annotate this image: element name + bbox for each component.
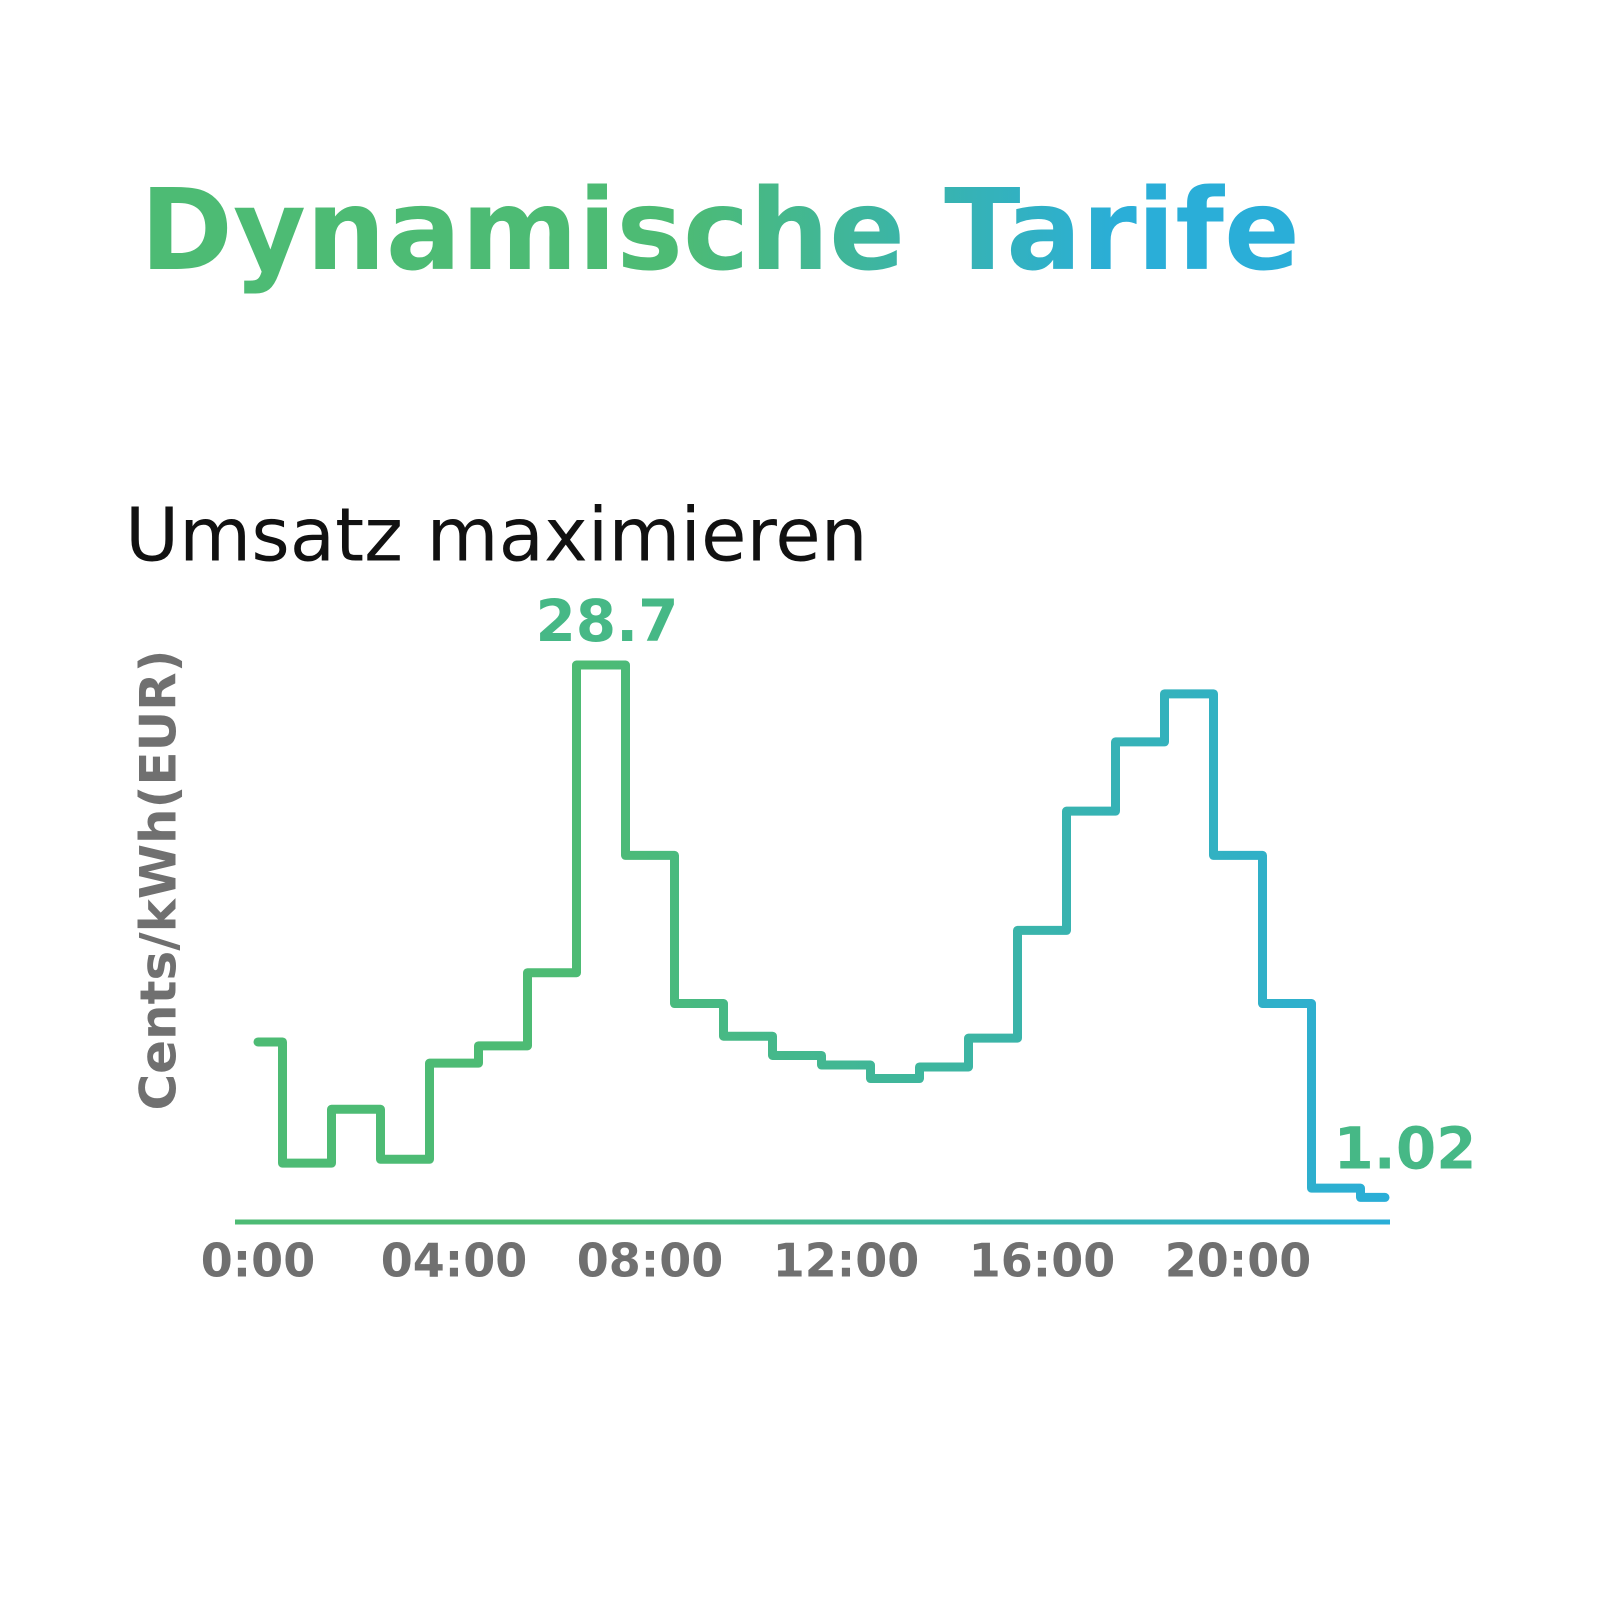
data-label: 28.7 — [535, 587, 678, 655]
x-tick-label: 0:00 — [201, 1234, 315, 1288]
x-tick-label: 08:00 — [577, 1234, 723, 1288]
x-tick-label: 16:00 — [969, 1234, 1115, 1288]
x-tick-label: 12:00 — [773, 1234, 919, 1288]
x-tick-label: 20:00 — [1165, 1234, 1311, 1288]
chart-title: Dynamische Tarife — [140, 166, 1300, 296]
y-axis-label: Cents/kWh(EUR) — [130, 649, 188, 1110]
price-line — [253, 660, 1390, 1202]
chart-subtitle: Umsatz maximieren — [125, 493, 868, 579]
data-label: 1.02 — [1333, 1114, 1476, 1182]
x-tick-label: 04:00 — [381, 1234, 527, 1288]
